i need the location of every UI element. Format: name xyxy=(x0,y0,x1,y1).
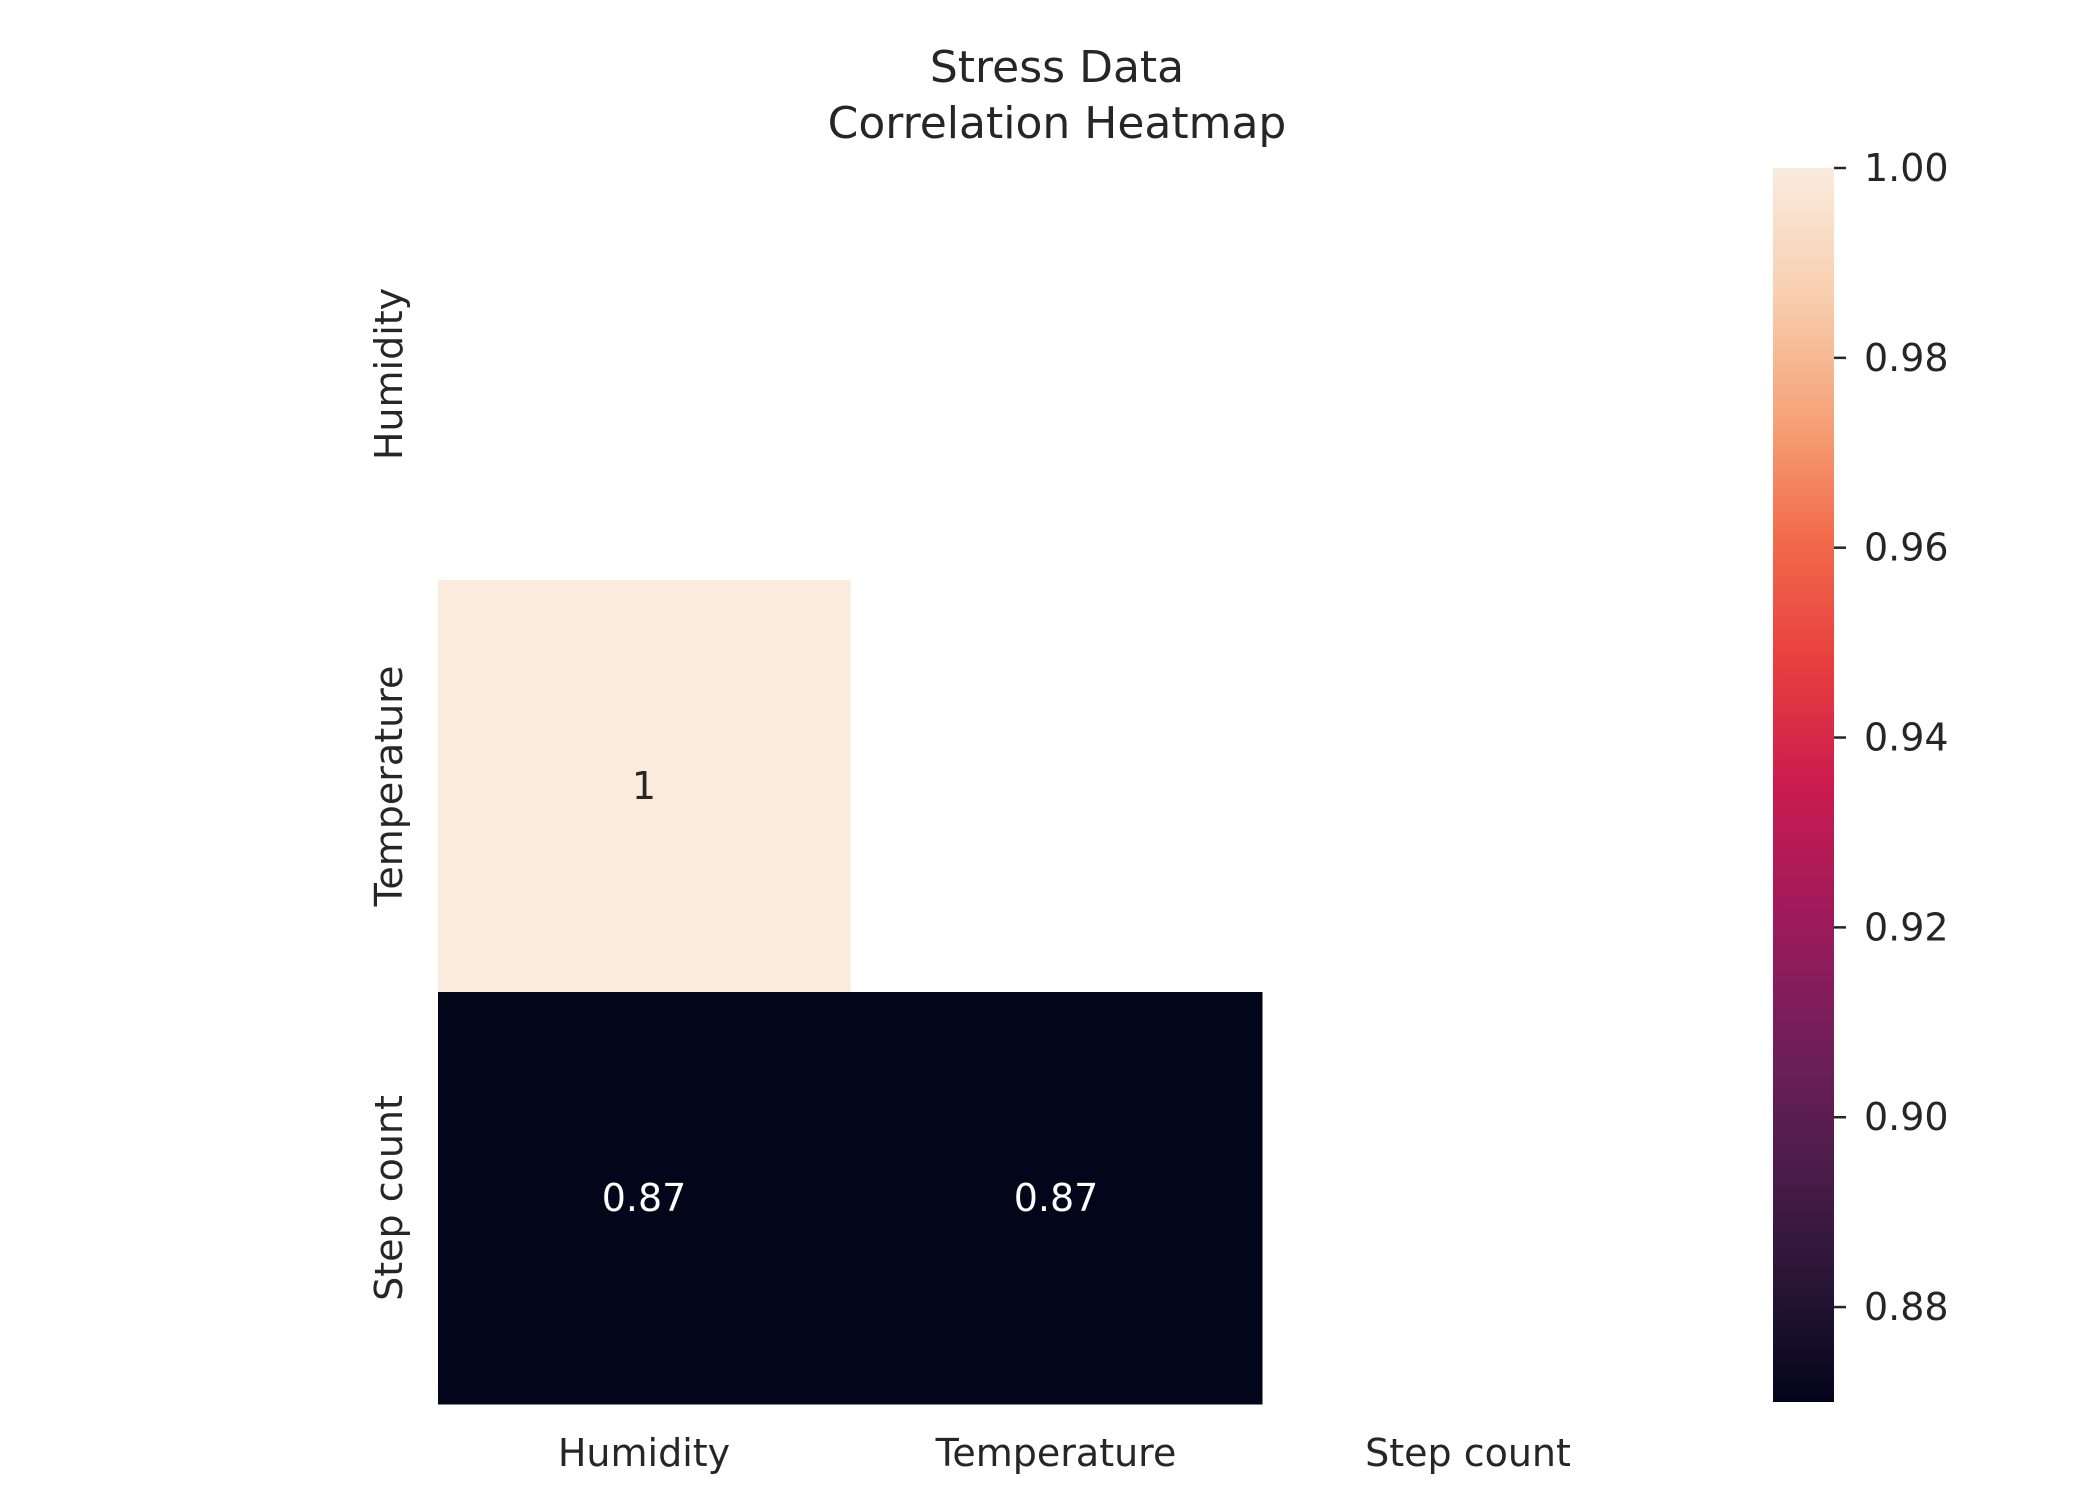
colorbar-tick-label-1: 0.90 xyxy=(1864,1095,1949,1139)
cell-value-label-0: 1 xyxy=(632,764,656,808)
colorbar-gradient-bar xyxy=(1773,168,1834,1402)
colorbar-tick-label-2: 0.92 xyxy=(1864,905,1949,949)
colorbar: 0.88 0.90 0.92 0.94 0.96 0.98 1.00 xyxy=(1773,146,1949,1402)
y-tick-label-2: Step count xyxy=(367,1095,411,1301)
cell-value-label-1: 0.87 xyxy=(602,1176,687,1220)
x-tick-label-1: Temperature xyxy=(935,1431,1177,1475)
x-tick-labels: Humidity Temperature Step count xyxy=(558,1431,1571,1475)
cell-value-label-2: 0.87 xyxy=(1014,1176,1099,1220)
heatmap-cell-1 xyxy=(438,992,851,1405)
y-tick-label-0: Humidity xyxy=(367,288,411,460)
chart-title-line-2: Correlation Heatmap xyxy=(828,98,1287,149)
colorbar-tick-label-0: 0.88 xyxy=(1864,1285,1949,1329)
colorbar-tick-label-4: 0.96 xyxy=(1864,526,1949,570)
x-tick-label-2: Step count xyxy=(1365,1431,1571,1475)
colorbar-tick-label-6: 1.00 xyxy=(1864,146,1949,190)
x-tick-label-0: Humidity xyxy=(558,1431,730,1475)
heatmap-cell-0 xyxy=(438,580,851,993)
y-tick-labels: Humidity Temperature Step count xyxy=(367,288,411,1301)
heatmap-cell-2 xyxy=(850,992,1263,1405)
y-tick-label-1: Temperature xyxy=(367,666,411,908)
chart-title-line-1: Stress Data xyxy=(930,42,1184,93)
colorbar-tick-label-3: 0.94 xyxy=(1864,716,1949,760)
colorbar-tick-label-5: 0.98 xyxy=(1864,336,1949,380)
heatmap-cells: 1 0.87 0.87 xyxy=(438,580,1263,1405)
